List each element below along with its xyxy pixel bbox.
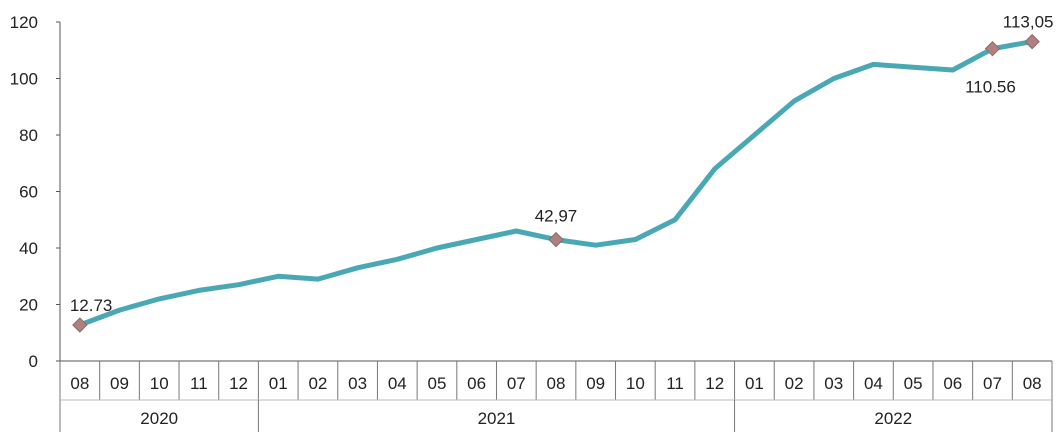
x-tick-label: 01 [269, 374, 288, 393]
x-tick-label: 07 [507, 374, 526, 393]
series-layer [77, 39, 1035, 328]
x-tick-label: 03 [348, 374, 367, 393]
x-tick-label: 07 [983, 374, 1002, 393]
x-tick-label: 02 [308, 374, 327, 393]
x-tick-label: 09 [586, 374, 605, 393]
annotation-layer: 12.73 42,97 110.56 113,05 [70, 13, 1054, 333]
x-tick-label: 11 [190, 374, 208, 393]
y-axis: 0 20 40 60 80 100 120 [10, 13, 61, 371]
data-marker [984, 40, 1001, 57]
x-tick-label: 02 [785, 374, 804, 393]
x-tick-label: 09 [110, 374, 129, 393]
x-tick-label: 12 [705, 374, 724, 393]
x-tick-label: 05 [904, 374, 923, 393]
data-marker [548, 231, 564, 248]
x-tick-label: 12 [229, 374, 248, 393]
x-axis: 08 09 10 11 12 01 02 03 04 05 06 07 08 09 10 11 12 01 02 03… [59, 360, 1053, 432]
data-label: 42,97 [535, 207, 578, 226]
x-tick-label: 08 [1023, 374, 1042, 393]
x-tick-label: 08 [547, 374, 566, 393]
data-marker [1024, 33, 1040, 50]
y-tick-label: 60 [19, 183, 38, 202]
x-tick-label: 04 [864, 374, 883, 393]
x-year-label: 2020 [140, 409, 178, 428]
y-tick-label: 100 [10, 70, 38, 89]
data-label: 110.56 [965, 78, 1016, 97]
y-tick-label: 20 [19, 296, 38, 315]
data-label: 113,05 [1003, 13, 1054, 32]
x-year-label: 2022 [874, 409, 912, 428]
x-tick-label: 06 [943, 374, 962, 393]
x-tick-label: 06 [467, 374, 486, 393]
y-tick-label: 80 [19, 126, 38, 145]
x-tick-label: 03 [824, 374, 843, 393]
data-marker [72, 317, 88, 333]
x-tick-label: 10 [626, 374, 645, 393]
x-tick-label: 08 [70, 374, 89, 393]
x-tick-label: 04 [388, 374, 407, 393]
x-tick-label: 05 [427, 374, 446, 393]
y-tick-label: 0 [29, 352, 38, 371]
x-tick-label: 01 [745, 374, 764, 393]
y-tick-label: 40 [19, 239, 38, 258]
y-tick-label: 120 [10, 13, 38, 32]
x-tick-label: 11 [666, 374, 684, 393]
data-label: 12.73 [70, 296, 113, 315]
x-tick-label: 10 [150, 374, 169, 393]
x-year-label: 2021 [478, 409, 516, 428]
series-line [77, 39, 1035, 328]
